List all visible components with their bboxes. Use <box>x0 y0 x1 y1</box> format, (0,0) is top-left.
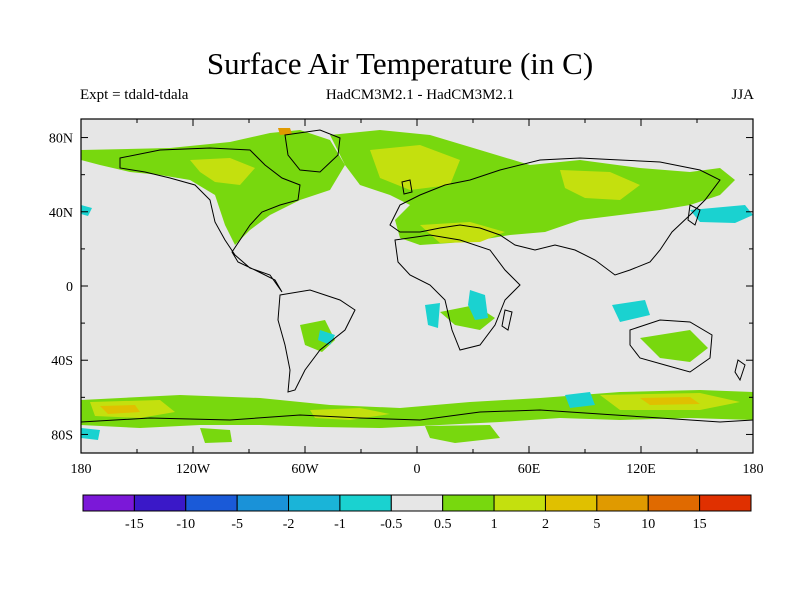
anomaly-cold-antarctic <box>81 428 100 440</box>
lon-label: 120W <box>176 462 211 477</box>
coastline-japan <box>687 204 701 226</box>
anomaly-cold-east-africa <box>468 290 488 320</box>
colorbar-swatch <box>493 494 546 512</box>
coastline-australia <box>629 319 713 373</box>
anomaly-antarctic-coast-2 <box>425 425 500 443</box>
coastline-north-america <box>119 147 301 293</box>
colorbar-swatch <box>288 494 341 512</box>
colorbar-label: -2 <box>283 517 295 532</box>
colorbar-swatch <box>544 494 598 512</box>
anomaly-southern-ocean-orange-2 <box>640 397 700 405</box>
anomaly-africa-yellow <box>420 222 505 243</box>
coastline-greenland <box>284 129 341 173</box>
anomaly-south-america <box>300 320 335 352</box>
colorbar-swatch <box>442 494 495 512</box>
colorbar-swatch <box>339 494 392 512</box>
colorbar-swatch <box>236 494 290 512</box>
anomaly-north-america-yellow <box>190 158 255 185</box>
colorbar-label: -1 <box>334 517 346 532</box>
anomaly-cold-southern-ocean <box>565 392 595 408</box>
anomaly-north-america <box>81 130 345 245</box>
coastline-africa <box>394 234 521 351</box>
coastline-uk <box>401 179 413 195</box>
colorbar-label: 2 <box>542 517 549 532</box>
colorbar-label: 10 <box>641 517 655 532</box>
anomaly-shading <box>81 128 753 443</box>
anomaly-antarctic-coast <box>200 428 232 443</box>
anomaly-cold-atlantic <box>425 303 440 328</box>
lat-label: 40N <box>49 206 73 221</box>
colorbar-label: -0.5 <box>380 517 402 532</box>
colorbar-label: 15 <box>693 517 707 532</box>
anomaly-cold-north-atlantic <box>81 205 92 216</box>
anomaly-southern-ocean-orange-1 <box>100 405 140 414</box>
models-label: HadCM3M2.1 - HadCM3M2.1 <box>325 87 515 103</box>
colorbar-label: 5 <box>593 517 600 532</box>
anomaly-siberia-yellow <box>560 170 640 200</box>
coastline-new-zealand <box>734 359 746 382</box>
lon-label: 0 <box>414 462 421 477</box>
lat-label: 80S <box>51 428 73 443</box>
lat-label: 40S <box>51 354 73 369</box>
coastline-eurasia <box>389 157 721 276</box>
colorbar-label: 1 <box>491 517 498 532</box>
colorbar-label: -5 <box>231 517 243 532</box>
lat-label: 80N <box>49 132 73 147</box>
coastline-antarctica <box>80 409 754 423</box>
coastline-madagascar <box>501 309 513 331</box>
lon-label: 180 <box>743 462 764 477</box>
anomaly-eurasia-yellow <box>370 145 460 190</box>
season-label: JJA <box>731 87 754 103</box>
coastline-south-america <box>277 289 356 393</box>
anomaly-greenland-orange <box>278 128 292 135</box>
colorbar-swatch <box>133 494 187 512</box>
map-title: Surface Air Temperature (in C) <box>206 46 594 81</box>
lat-label: 0 <box>66 280 73 295</box>
lon-label: 60W <box>291 462 319 477</box>
colorbar-swatch <box>185 494 238 512</box>
experiment-label: Expt = tdald-tdala <box>80 87 189 103</box>
coastlines <box>80 129 754 423</box>
anomaly-australia <box>640 330 708 362</box>
colorbar-label: 0.5 <box>434 517 452 532</box>
colorbar-label: -10 <box>176 517 195 532</box>
lon-label: 120E <box>626 462 656 477</box>
anomaly-cold-north-pacific <box>690 205 753 223</box>
anomaly-cold-indian-ocean <box>612 300 650 322</box>
colorbar-swatch <box>82 494 135 512</box>
latitude-axis: 80N 40N 0 40S 80S <box>49 132 753 443</box>
colorbar: -15 -10 -5 -2 -1 -0.5 0.5 1 2 5 10 15 <box>82 494 752 532</box>
colorbar-swatch <box>596 494 649 512</box>
colorbar-label: -15 <box>125 517 144 532</box>
colorbar-swatch <box>390 494 444 512</box>
lon-label: 180 <box>71 462 92 477</box>
colorbar-swatch <box>699 494 752 512</box>
longitude-axis: 180 120W 60W 0 60E 120E 180 <box>71 119 764 477</box>
lon-label: 60E <box>518 462 541 477</box>
colorbar-swatch <box>647 494 701 512</box>
